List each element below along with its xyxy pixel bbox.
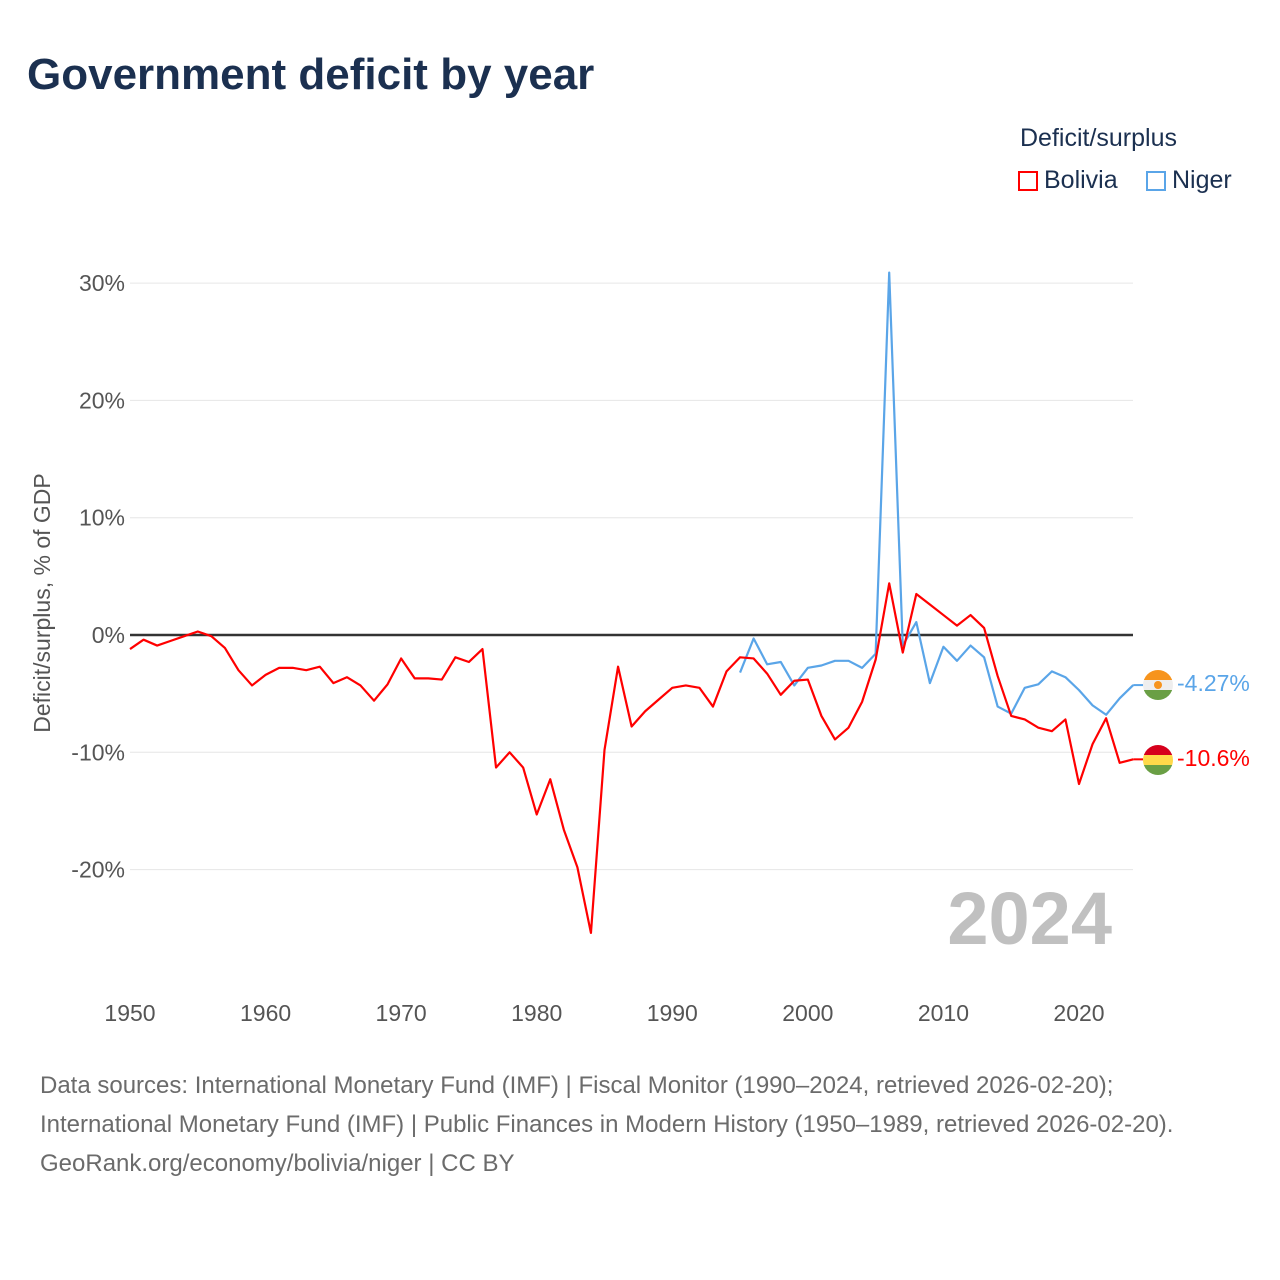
- x-tick-label: 1950: [104, 1000, 155, 1026]
- data-sources: Data sources: International Monetary Fun…: [40, 1072, 1174, 1138]
- x-tick-label: 1970: [376, 1000, 427, 1026]
- end-label-bolivia: -10.6%: [1177, 745, 1250, 771]
- legend-label: Niger: [1172, 166, 1232, 194]
- legend-label: Bolivia: [1044, 166, 1118, 194]
- x-tick-label: 1990: [647, 1000, 698, 1026]
- y-tick-label: 10%: [79, 505, 125, 531]
- legend-swatch-niger: [1146, 170, 1166, 191]
- legend-title: Deficit/surplus: [1020, 124, 1177, 152]
- chart-title: Government deficit by year: [27, 50, 595, 99]
- x-tick-label: 1980: [511, 1000, 562, 1026]
- credit-link[interactable]: GeoRank.org/economy/bolivia/niger | CC B…: [40, 1150, 515, 1177]
- footer: Data sources: International Monetary Fun…: [40, 1066, 1240, 1183]
- x-tick-label: 2010: [918, 1000, 969, 1026]
- year-watermark: 2024: [947, 877, 1112, 960]
- x-tick-label: 1960: [240, 1000, 291, 1026]
- series-line-niger: [739, 271, 1134, 716]
- x-tick-label: 2020: [1053, 1000, 1104, 1026]
- y-tick-label: 0%: [92, 622, 125, 648]
- legend-swatch-bolivia: [1018, 170, 1038, 191]
- x-tick-label: 2000: [782, 1000, 833, 1026]
- legend-item-bolivia[interactable]: Bolivia: [1018, 166, 1118, 195]
- y-tick-label: 30%: [79, 270, 125, 296]
- flag-niger-icon: [1143, 670, 1173, 700]
- y-tick-label: 20%: [79, 387, 125, 413]
- y-tick-label: -20%: [71, 857, 125, 883]
- end-label-niger: -4.27%: [1177, 670, 1250, 696]
- legend-item-niger[interactable]: Niger: [1146, 166, 1232, 195]
- flag-bolivia-icon: [1143, 745, 1173, 775]
- y-axis-label: Deficit/surplus, % of GDP: [29, 473, 55, 732]
- y-tick-label: -10%: [71, 739, 125, 765]
